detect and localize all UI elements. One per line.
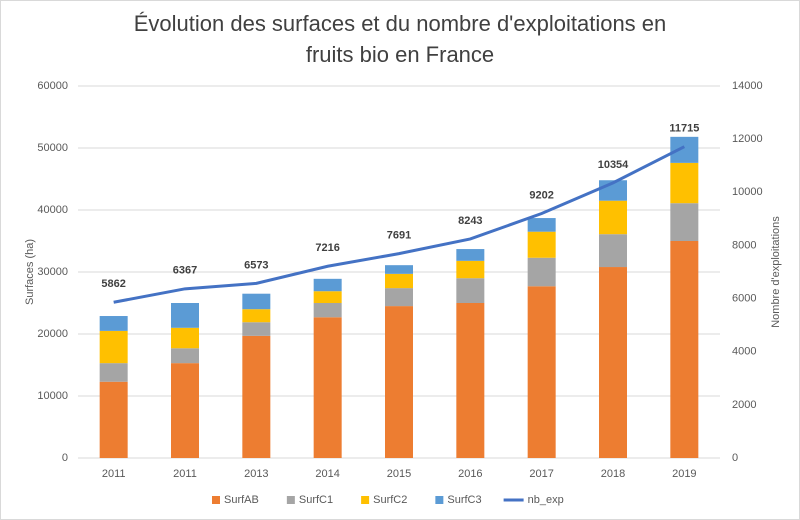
legend-swatch xyxy=(435,496,444,504)
bar-segment xyxy=(527,286,556,458)
y-tick-label: 60000 xyxy=(37,80,68,92)
bar-segment xyxy=(385,306,413,458)
y2-tick-label: 0 xyxy=(732,452,738,464)
x-tick-label: 2014 xyxy=(315,468,339,480)
y-axis-title: Surfaces (ha) xyxy=(24,239,36,305)
y-tick-label: 30000 xyxy=(37,266,68,278)
data-label: 8243 xyxy=(458,215,482,227)
bar-segment xyxy=(670,203,699,241)
bar-segment xyxy=(385,288,413,307)
x-tick-label: 2019 xyxy=(672,468,696,480)
data-label: 10354 xyxy=(598,159,629,171)
bar-segment xyxy=(527,257,556,287)
bar-segment xyxy=(670,162,699,204)
bar-segment xyxy=(456,278,485,303)
bar-segment xyxy=(456,249,485,261)
legend-swatch xyxy=(286,496,295,504)
legend-label: nb_exp xyxy=(528,494,564,506)
legend-label: SurfAB xyxy=(224,494,259,506)
bar-segment xyxy=(313,317,342,458)
y-tick-label: 20000 xyxy=(37,328,68,340)
bar-segment xyxy=(99,363,128,382)
y2-tick-label: 8000 xyxy=(732,239,756,251)
data-label: 11715 xyxy=(669,123,699,135)
y2-tick-label: 6000 xyxy=(732,292,756,304)
bar-segment xyxy=(456,303,485,458)
bar-segment xyxy=(171,363,199,458)
x-tick-label: 2011 xyxy=(102,468,126,480)
bar-segment xyxy=(171,348,199,364)
bar-segment xyxy=(313,278,342,292)
y-tick-label: 0 xyxy=(62,452,68,464)
x-tick-label: 2013 xyxy=(244,468,268,480)
x-tick-label: 2018 xyxy=(601,468,625,480)
data-label: 9202 xyxy=(529,189,553,201)
bar-segment xyxy=(242,322,271,336)
chart-title: Évolution des surfaces et du nombre d'ex… xyxy=(133,11,667,67)
bar-segment xyxy=(385,265,413,274)
bar-segment xyxy=(599,267,627,458)
y2-axis-title: Nombre d'exploitations xyxy=(770,216,782,328)
bar-segment xyxy=(599,234,627,268)
bar-segment xyxy=(99,330,128,364)
bar-segment xyxy=(99,381,128,458)
legend-label: SurfC1 xyxy=(299,494,333,506)
bar-segment xyxy=(385,273,413,289)
bar-segment xyxy=(527,218,556,232)
data-label: 7216 xyxy=(315,242,339,254)
bar-segment xyxy=(456,260,485,279)
bar-segment xyxy=(242,293,271,310)
bar-segment xyxy=(313,291,342,303)
bar-segment xyxy=(670,136,699,163)
legend-swatch xyxy=(212,496,220,504)
y2-tick-label: 10000 xyxy=(732,186,763,198)
data-label: 6573 xyxy=(244,259,268,271)
bar-segment xyxy=(171,303,199,328)
bar-segment xyxy=(171,327,199,349)
bar-segment xyxy=(313,303,342,318)
y2-tick-label: 2000 xyxy=(732,399,756,411)
y2-tick-label: 12000 xyxy=(732,133,763,145)
legend-swatch xyxy=(361,496,370,504)
data-label: 5862 xyxy=(101,278,125,290)
y2-tick-label: 4000 xyxy=(732,346,756,358)
data-label: 7691 xyxy=(387,230,411,242)
bar-segment xyxy=(242,335,271,458)
bar-segment xyxy=(99,316,128,331)
y-tick-label: 50000 xyxy=(37,142,68,154)
y2-tick-label: 14000 xyxy=(732,80,763,92)
line-series xyxy=(113,145,686,304)
data-label: 6367 xyxy=(173,265,197,277)
bar-segment xyxy=(242,309,271,323)
legend-label: SurfC3 xyxy=(447,494,481,506)
bar-segment xyxy=(670,241,699,458)
bar-segment xyxy=(527,231,556,258)
x-tick-label: 2017 xyxy=(529,468,553,480)
y-tick-label: 10000 xyxy=(37,390,68,402)
x-tick-label: 2016 xyxy=(458,468,482,480)
x-tick-label: 2015 xyxy=(387,468,411,480)
bar-segment xyxy=(599,200,627,235)
legend-label: SurfC2 xyxy=(373,494,407,506)
x-tick-label: 2011 xyxy=(173,468,197,480)
y-tick-label: 40000 xyxy=(37,204,68,216)
